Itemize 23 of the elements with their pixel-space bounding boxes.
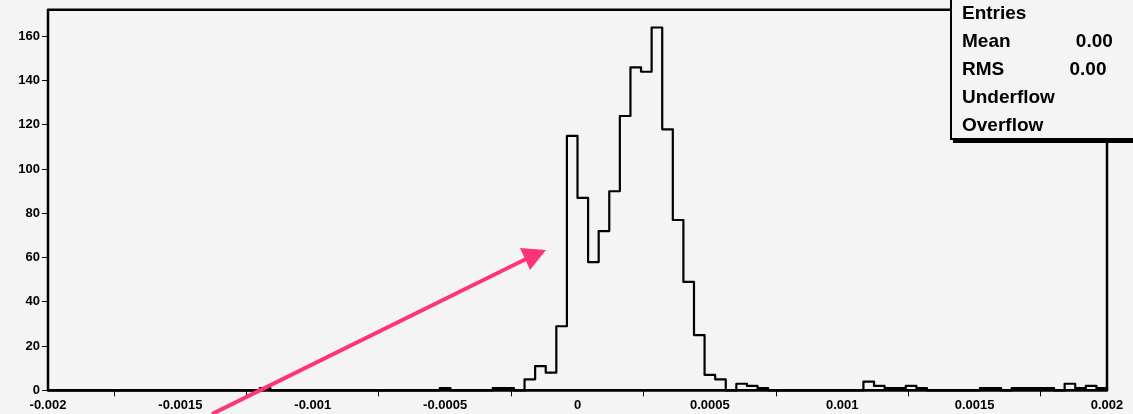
annotation: RMS 0.00 xyxy=(962,58,1108,81)
x-tick-label: 0.0005 xyxy=(689,396,730,412)
x-tick-label: 0 xyxy=(573,396,582,412)
annotation: Overflow xyxy=(962,114,1045,137)
y-tick-label: 40 xyxy=(25,293,40,309)
x-tick-label: 0.0015 xyxy=(954,396,995,412)
y-tick-label: 20 xyxy=(25,337,40,353)
y-tick-label: 60 xyxy=(25,249,40,265)
y-tick-label: 140 xyxy=(18,72,40,88)
y-tick-label: 100 xyxy=(18,160,40,176)
annotation: Mean 0.00 xyxy=(962,30,1114,53)
y-tick-label: 80 xyxy=(25,204,40,220)
x-tick-label: -0.0015 xyxy=(158,396,203,412)
x-tick-label: -0.002 xyxy=(29,396,67,412)
annotation: Underflow xyxy=(962,86,1056,109)
y-tick-label: 0 xyxy=(32,381,40,397)
annotation: Entries xyxy=(962,2,1028,25)
x-tick-label: 0.001 xyxy=(825,396,859,412)
y-tick-label: 120 xyxy=(18,116,40,132)
x-tick-label: 0.002 xyxy=(1090,396,1124,412)
y-tick-label: 160 xyxy=(18,27,40,43)
x-tick-label: -0.0005 xyxy=(423,396,468,412)
x-tick-label: -0.001 xyxy=(294,396,332,412)
